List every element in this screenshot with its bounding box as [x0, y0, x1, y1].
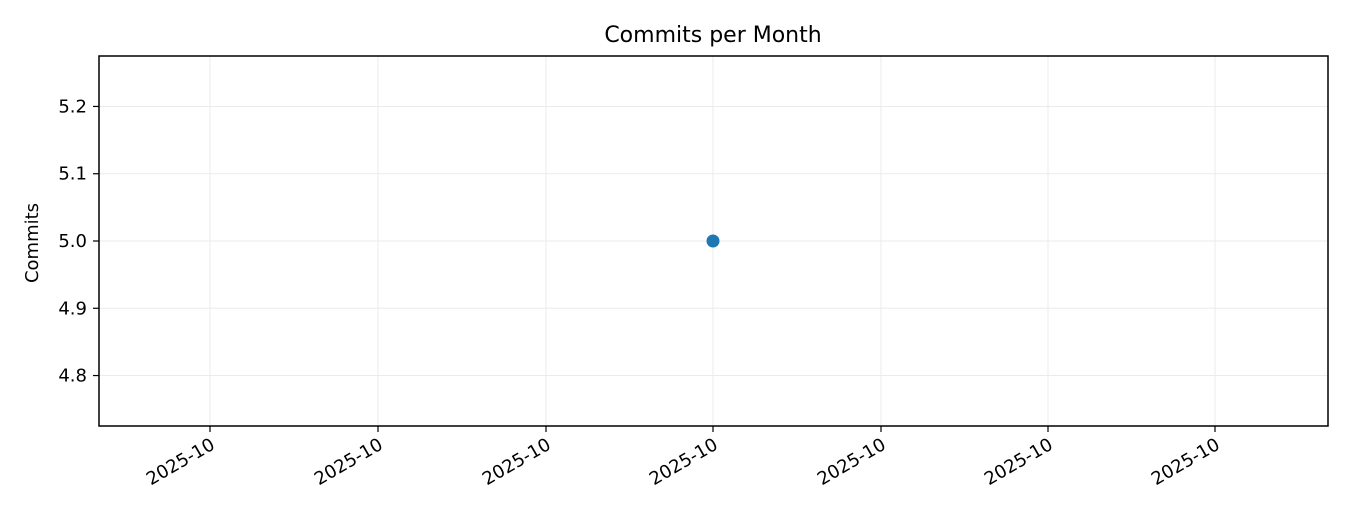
y-tick-label: 5.0 [58, 231, 87, 252]
x-tick-label: 2025-10 [1148, 434, 1224, 490]
x-tick-label: 2025-10 [143, 434, 219, 490]
y-tick-label: 4.8 [58, 366, 87, 387]
x-tick-label: 2025-10 [311, 434, 387, 490]
x-tick-label: 2025-10 [814, 434, 890, 490]
y-tick-label: 4.9 [58, 298, 87, 319]
y-tick-label: 5.2 [58, 96, 87, 117]
x-tick-label: 2025-10 [479, 434, 555, 490]
x-tick-label: 2025-10 [981, 434, 1057, 490]
y-axis-label: Commits [22, 203, 43, 283]
x-tick-label: 2025-10 [646, 434, 722, 490]
data-point [706, 234, 720, 248]
data-points [706, 234, 720, 248]
y-tick-label: 5.1 [58, 164, 87, 185]
y-axis: 4.8 4.9 5.0 5.1 5.2 [58, 96, 99, 387]
grid-lines [99, 56, 1328, 426]
chart-title: Commits per Month [604, 23, 821, 48]
x-axis: 2025-10 2025-10 2025-10 2025-10 2025-10 2025-… [143, 426, 1224, 490]
